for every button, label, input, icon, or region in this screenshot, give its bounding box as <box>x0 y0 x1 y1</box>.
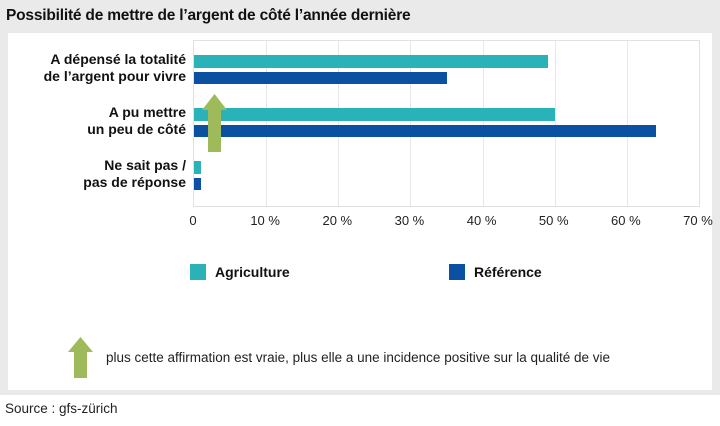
x-tick-label: 60 % <box>611 213 641 228</box>
legend-item-reference: Référence <box>449 264 542 280</box>
up-arrow-icon <box>68 337 93 378</box>
chart-panel: A dépensé la totalité de l’argent pour vi… <box>8 33 713 390</box>
bar-agriculture <box>194 161 202 174</box>
legend-item-agriculture: Agriculture <box>190 264 290 280</box>
gridline <box>554 41 556 206</box>
x-tick-label: 30 % <box>394 213 425 228</box>
x-axis: 0 10 % 20 % 30 % 40 % 50 % 60 % 70 % <box>189 213 712 233</box>
bar-reference <box>194 124 656 137</box>
gridline <box>626 41 628 206</box>
reference-swatch <box>449 264 465 280</box>
x-tick-label: 10 % <box>250 213 280 228</box>
agriculture-swatch <box>190 264 206 280</box>
positive-incidence-arrow-icon <box>202 94 227 152</box>
bar-reference <box>194 177 202 190</box>
legend-label-agriculture: Agriculture <box>215 264 290 280</box>
bar-agriculture <box>194 108 555 121</box>
x-tick-label: 50 % <box>538 213 569 228</box>
x-tick-label: 40 % <box>466 213 497 228</box>
gridline <box>482 41 484 206</box>
bar-reference <box>194 71 447 84</box>
source-text: Source : gfs-zürich <box>5 401 118 416</box>
x-tick-label: 0 <box>189 213 197 228</box>
category-label: Ne sait pas / pas de réponse <box>83 157 186 190</box>
category-labels: A dépensé la totalité de l’argent pour vi… <box>8 40 186 205</box>
legend: Agriculture Référence <box>8 264 712 284</box>
annotation-text: plus cette affirmation est vraie, plus e… <box>106 350 611 365</box>
chart-title: Possibilité de mettre de l’argent de côt… <box>6 7 411 24</box>
category-label: A pu mettre un peu de côté <box>87 104 186 137</box>
x-tick-label: 20 % <box>322 213 353 228</box>
gridline <box>410 41 412 206</box>
gridline <box>266 41 268 206</box>
gridline <box>338 41 340 206</box>
bar-agriculture <box>194 55 548 68</box>
legend-label-reference: Référence <box>474 264 542 280</box>
x-tick-label: 70 % <box>683 213 713 228</box>
category-label: A dépensé la totalité de l’argent pour vi… <box>43 51 186 84</box>
plot-area <box>193 40 700 207</box>
annotation: plus cette affirmation est vraie, plus e… <box>68 337 610 378</box>
